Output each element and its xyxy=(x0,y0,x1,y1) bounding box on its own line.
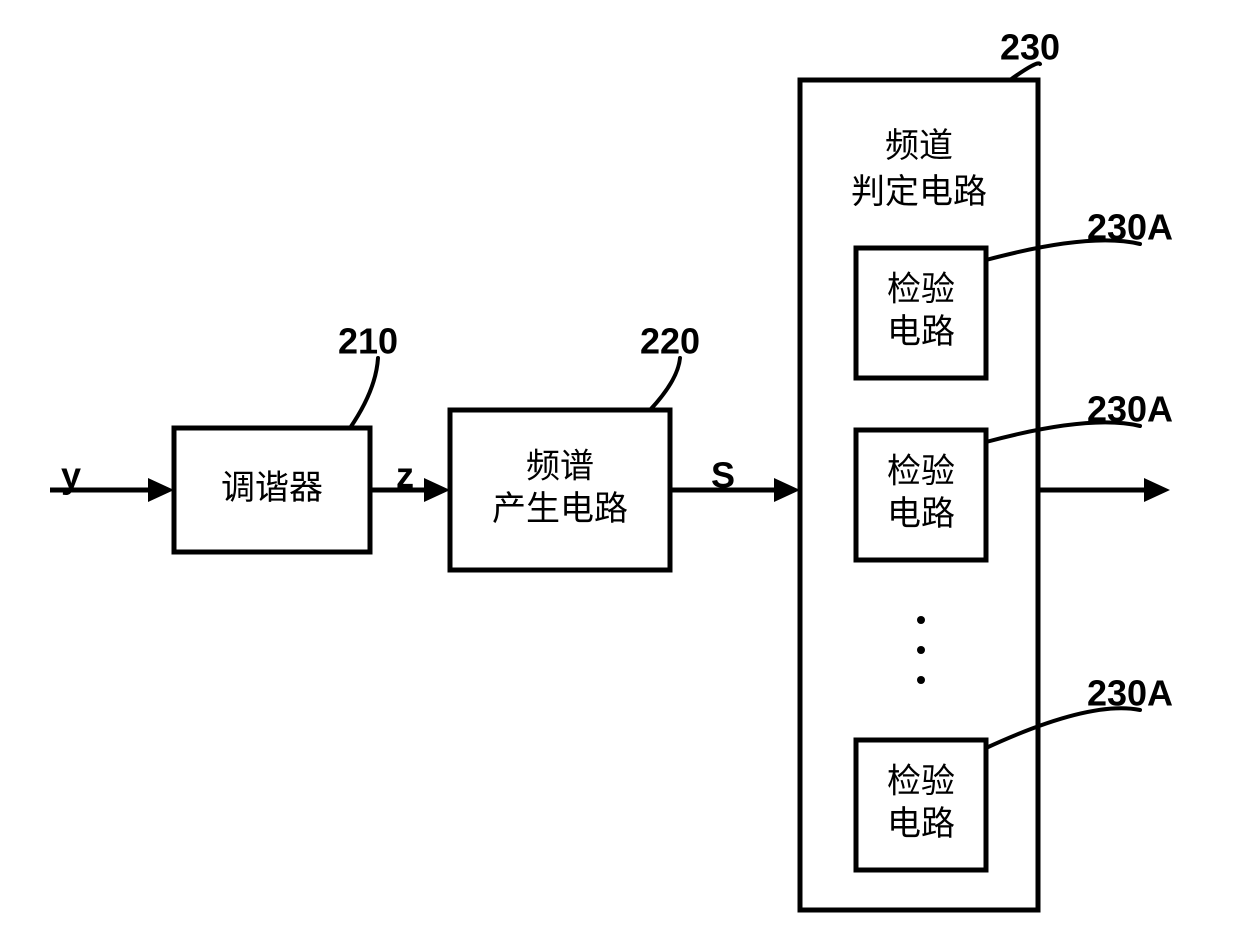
spectrum-generator-block: 频谱产生电路 xyxy=(450,410,670,570)
svg-text:电路: 电路 xyxy=(887,495,955,533)
svg-text:检验: 检验 xyxy=(887,271,955,309)
svg-text:产生电路: 产生电路 xyxy=(492,490,628,528)
svg-text:检验: 检验 xyxy=(887,453,955,491)
signal-label-z: z xyxy=(396,455,414,496)
ref-label: 230A xyxy=(1087,389,1173,430)
svg-text:频谱: 频谱 xyxy=(526,448,594,486)
svg-text:检验: 检验 xyxy=(887,763,955,801)
signal-label-y: y xyxy=(61,455,81,496)
ref-label: 230 xyxy=(1000,27,1060,68)
svg-text:调谐器: 调谐器 xyxy=(221,469,323,507)
check-circuit-block: 检验电路 xyxy=(856,430,986,560)
tuner-block: 调谐器 xyxy=(174,428,370,552)
svg-text:电路: 电路 xyxy=(887,805,955,843)
ref-label: 230A xyxy=(1087,673,1173,714)
svg-text:电路: 电路 xyxy=(887,313,955,351)
svg-text:频道: 频道 xyxy=(885,127,953,165)
ref-label: 230A xyxy=(1087,207,1173,248)
ellipsis-dot xyxy=(917,616,925,624)
signal-label-S: S xyxy=(711,455,735,496)
ellipsis-dot xyxy=(917,646,925,654)
check-circuit-block: 检验电路 xyxy=(856,248,986,378)
ellipsis-dot xyxy=(917,676,925,684)
ref-label: 210 xyxy=(338,321,398,362)
check-circuit-block: 检验电路 xyxy=(856,740,986,870)
ref-label: 220 xyxy=(640,321,700,362)
svg-text:判定电路: 判定电路 xyxy=(851,173,987,211)
